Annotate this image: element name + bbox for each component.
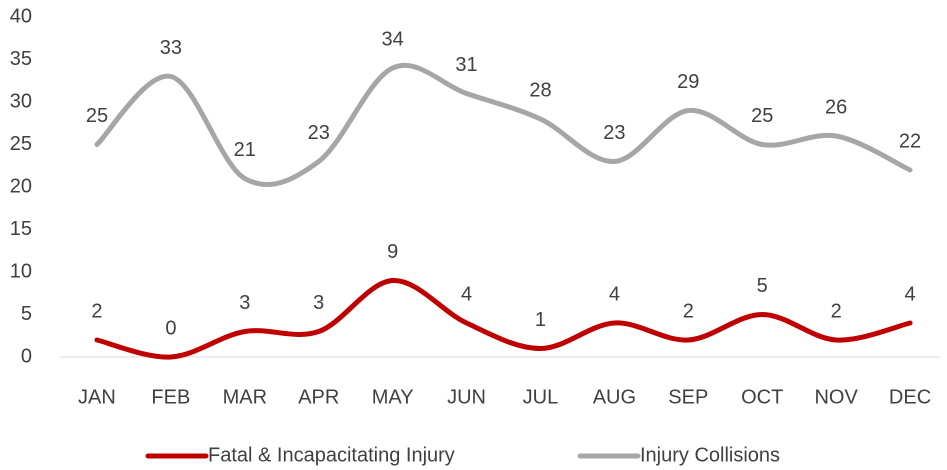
- data-label: 33: [160, 37, 182, 59]
- y-tick-label: 10: [10, 260, 32, 282]
- data-label: 28: [529, 79, 551, 101]
- x-tick-label: JUN: [447, 386, 486, 408]
- series-line: [94, 277, 913, 360]
- x-tick-label: FEB: [151, 386, 190, 408]
- series-line: [94, 62, 913, 188]
- data-label: 4: [609, 283, 620, 305]
- data-label: 29: [677, 71, 699, 93]
- x-tick-label: OCT: [741, 386, 783, 408]
- data-label: 5: [757, 275, 768, 297]
- y-tick-label: 5: [21, 303, 32, 325]
- x-tick-label: JAN: [78, 386, 116, 408]
- y-tick-label: 35: [10, 48, 32, 70]
- data-label: 2: [91, 300, 102, 322]
- data-label: 0: [165, 317, 176, 339]
- data-label: 23: [308, 122, 330, 144]
- x-tick-label: AUG: [593, 386, 636, 408]
- data-label: 31: [455, 54, 477, 76]
- x-tick-label: SEP: [668, 386, 708, 408]
- data-label: 25: [751, 105, 773, 127]
- data-label: 2: [683, 300, 694, 322]
- data-label: 22: [899, 130, 921, 152]
- data-label: 1: [535, 309, 546, 331]
- data-label: 3: [313, 292, 324, 314]
- data-label: 25: [86, 105, 108, 127]
- data-label: 4: [461, 283, 472, 305]
- data-label: 34: [382, 28, 404, 50]
- y-tick-label: 25: [10, 133, 32, 155]
- x-tick-label: DEC: [889, 386, 931, 408]
- data-label: 23: [603, 122, 625, 144]
- legend-label: Fatal & Incapacitating Injury: [208, 444, 455, 466]
- x-tick-label: NOV: [814, 386, 858, 408]
- x-tick-label: APR: [298, 386, 339, 408]
- x-tick-label: MAY: [372, 386, 414, 408]
- y-tick-label: 0: [21, 345, 32, 367]
- data-label: 4: [904, 283, 915, 305]
- y-tick-label: 15: [10, 218, 32, 240]
- x-tick-label: JUL: [523, 386, 559, 408]
- legend-label: Injury Collisions: [640, 444, 780, 466]
- data-label: 26: [825, 96, 847, 118]
- y-tick-label: 20: [10, 175, 32, 197]
- data-label: 9: [387, 241, 398, 263]
- y-tick-label: 30: [10, 90, 32, 112]
- x-tick-label: MAR: [223, 386, 267, 408]
- data-label: 3: [239, 292, 250, 314]
- data-label: 21: [234, 139, 256, 161]
- data-label: 2: [831, 300, 842, 322]
- y-tick-label: 40: [10, 5, 32, 27]
